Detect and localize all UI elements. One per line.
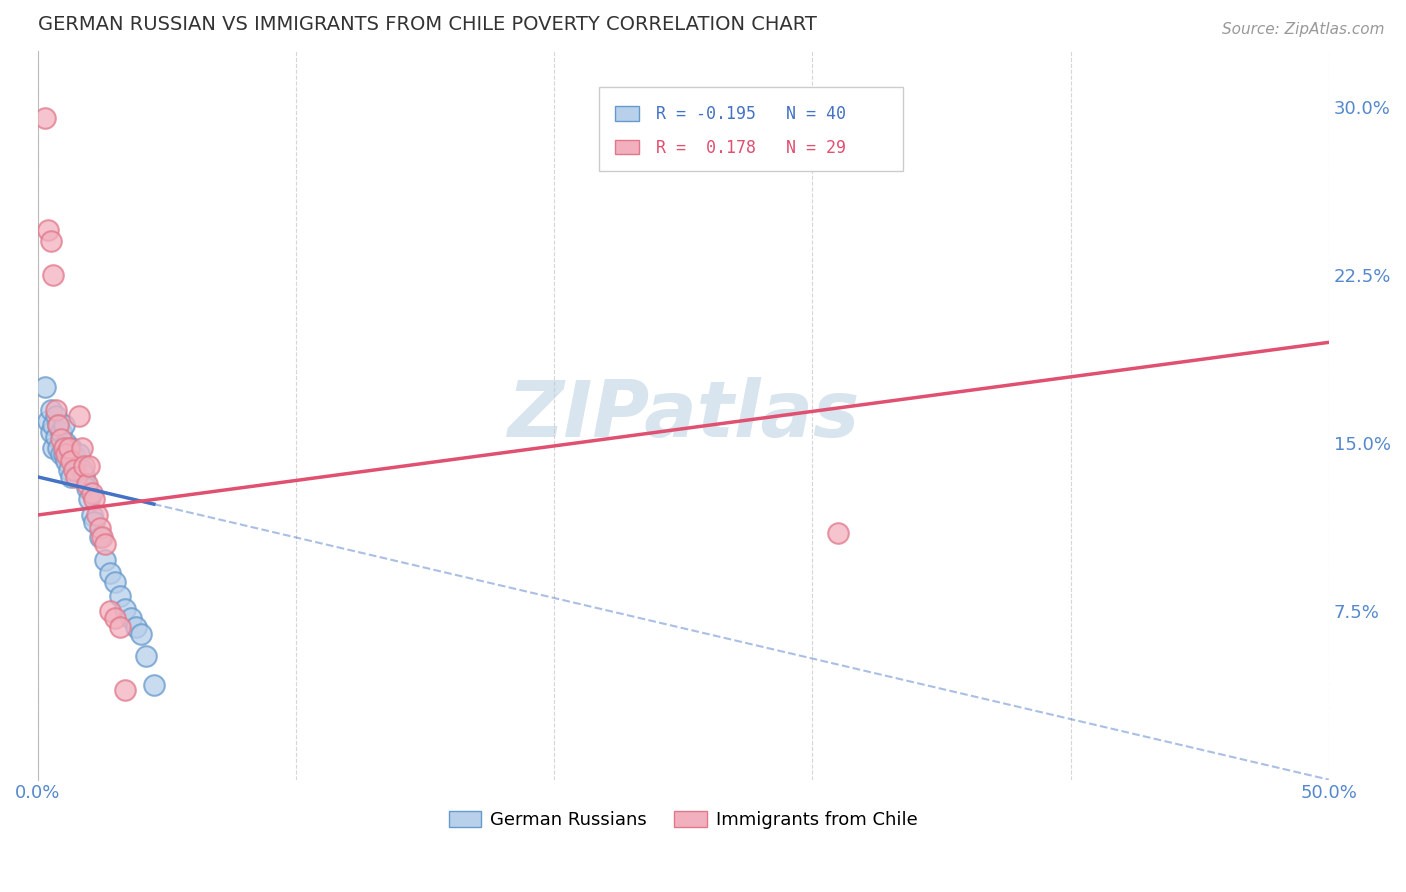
Point	[55, 447, 77, 461]
Point	[65, 452, 87, 467]
Point	[65, 470, 87, 484]
Point	[46, 441, 69, 455]
Point	[42, 268, 65, 282]
Point	[42, 418, 65, 433]
Point	[83, 515, 105, 529]
Point	[142, 678, 165, 692]
Point	[37, 223, 59, 237]
Point	[39, 425, 62, 439]
Point	[79, 458, 101, 473]
Point	[45, 409, 67, 424]
Point	[52, 418, 75, 433]
Point	[42, 441, 65, 455]
Point	[114, 602, 136, 616]
Point	[55, 436, 77, 450]
Point	[39, 402, 62, 417]
Point	[46, 418, 69, 433]
Point	[80, 508, 103, 522]
Point	[76, 476, 98, 491]
Point	[79, 492, 101, 507]
Point	[91, 531, 114, 545]
Point	[129, 627, 152, 641]
Point	[49, 425, 72, 439]
Point	[45, 402, 67, 417]
Point	[83, 492, 105, 507]
FancyBboxPatch shape	[614, 140, 638, 154]
Point	[114, 682, 136, 697]
Point	[135, 649, 157, 664]
Point	[58, 441, 80, 455]
Point	[80, 485, 103, 500]
Point	[86, 508, 108, 522]
Point	[67, 447, 90, 461]
Point	[125, 620, 148, 634]
Point	[58, 441, 80, 455]
Text: ZIPatlas: ZIPatlas	[508, 377, 859, 453]
Point	[52, 447, 75, 461]
Point	[63, 463, 86, 477]
Point	[76, 481, 98, 495]
Point	[49, 447, 72, 461]
Point	[60, 470, 83, 484]
Point	[104, 611, 127, 625]
Text: R = -0.195   N = 40: R = -0.195 N = 40	[657, 105, 846, 123]
Point	[45, 429, 67, 443]
Point	[70, 441, 93, 455]
Point	[110, 620, 132, 634]
Point	[120, 611, 142, 625]
Point	[98, 566, 121, 581]
Point	[94, 537, 117, 551]
Point	[39, 235, 62, 249]
Point	[73, 458, 96, 473]
Point	[63, 447, 86, 461]
FancyBboxPatch shape	[599, 87, 903, 171]
Point	[89, 521, 111, 535]
Text: R =  0.178   N = 29: R = 0.178 N = 29	[657, 138, 846, 157]
Point	[37, 414, 59, 428]
Point	[67, 409, 90, 424]
Point	[34, 380, 56, 394]
Point	[89, 531, 111, 545]
Point	[52, 441, 75, 455]
FancyBboxPatch shape	[614, 106, 638, 120]
Point	[827, 525, 849, 540]
Point	[46, 418, 69, 433]
Text: GERMAN RUSSIAN VS IMMIGRANTS FROM CHILE POVERTY CORRELATION CHART: GERMAN RUSSIAN VS IMMIGRANTS FROM CHILE …	[38, 15, 817, 34]
Point	[60, 454, 83, 468]
Point	[49, 432, 72, 446]
Point	[104, 575, 127, 590]
Point	[94, 553, 117, 567]
Point	[55, 454, 77, 468]
Point	[70, 463, 93, 477]
Legend: German Russians, Immigrants from Chile: German Russians, Immigrants from Chile	[441, 804, 925, 836]
Point	[110, 589, 132, 603]
Text: Source: ZipAtlas.com: Source: ZipAtlas.com	[1222, 22, 1385, 37]
Point	[58, 463, 80, 477]
Point	[98, 604, 121, 618]
Point	[73, 467, 96, 482]
Point	[60, 441, 83, 455]
Point	[34, 111, 56, 125]
